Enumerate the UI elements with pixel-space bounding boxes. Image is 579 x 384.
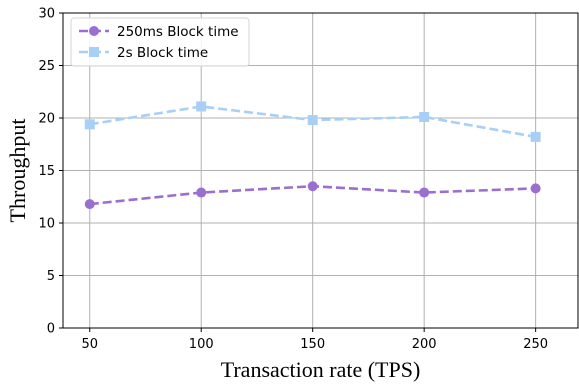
series-1-point <box>307 181 318 192</box>
x-tick-label: 150 <box>300 337 325 352</box>
series-1-point <box>196 187 207 198</box>
tick-labels: 50 100 150 200 250 0 5 10 15 20 25 30 <box>38 7 548 353</box>
y-tick-label: 25 <box>38 59 55 74</box>
x-axis-label: Transaction rate (TPS) <box>221 357 421 382</box>
y-tick-label: 30 <box>38 7 55 22</box>
y-tick-label: 5 <box>47 269 55 284</box>
series-1-point <box>419 187 430 198</box>
legend-label-1: 250ms Block time <box>117 24 239 40</box>
series-1-point <box>84 199 95 210</box>
x-tick-label: 250 <box>523 337 548 352</box>
y-tick-label: 10 <box>38 217 55 232</box>
series-2-point <box>530 131 541 142</box>
series-2-point <box>196 101 207 112</box>
x-tick-label: 200 <box>412 337 437 352</box>
series-2-point <box>419 111 430 122</box>
legend: 250ms Block time 2s Block time <box>70 17 250 67</box>
series-1-point <box>530 183 541 194</box>
legend-box <box>70 17 250 67</box>
y-axis-label: Throughput <box>5 119 30 223</box>
series-2-point <box>307 115 318 126</box>
legend-marker-2 <box>89 47 99 57</box>
series-layer <box>84 101 541 210</box>
series-2-point <box>84 119 95 130</box>
x-tick-label: 100 <box>189 337 214 352</box>
legend-marker-1 <box>89 26 99 36</box>
legend-label-2: 2s Block time <box>117 45 208 61</box>
y-tick-label: 0 <box>47 322 55 337</box>
x-tick-label: 50 <box>81 337 98 352</box>
y-tick-label: 15 <box>38 164 55 179</box>
y-tick-label: 20 <box>38 112 55 127</box>
